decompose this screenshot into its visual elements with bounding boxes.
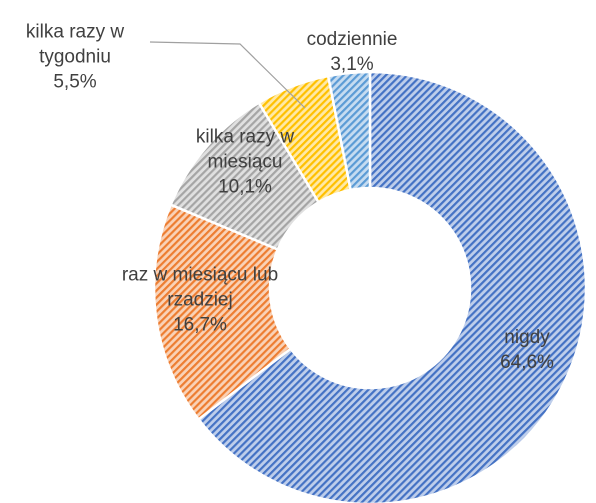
category-label: kilka razy w tygodniu <box>25 21 125 68</box>
value-label: 3,1% <box>330 54 374 75</box>
slice-label: nigdy 64,6% <box>472 325 582 375</box>
value-label: 64,6% <box>500 352 554 373</box>
value-label: 5,5% <box>53 71 97 93</box>
donut-slice <box>326 70 372 192</box>
slice-label: codziennie 3,1% <box>282 27 422 77</box>
slice-label: raz w miesiącu lub rzadziej 16,7% <box>115 263 285 338</box>
slice-label: kilka razy w tygodniu 5,5% <box>0 20 150 95</box>
slice-label: kilka razy w miesiącu 10,1% <box>170 125 320 200</box>
value-label: 10,1% <box>218 176 272 198</box>
category-label: kilka razy w miesiącu <box>195 126 295 173</box>
category-label: codziennie <box>306 29 398 50</box>
value-label: 16,7% <box>173 314 227 336</box>
category-label: nigdy <box>504 327 550 348</box>
donut-slice <box>196 70 588 503</box>
leader-line <box>149 41 306 109</box>
donut-slice <box>152 203 293 422</box>
category-label: raz w miesiącu lub rzadziej <box>121 264 279 311</box>
